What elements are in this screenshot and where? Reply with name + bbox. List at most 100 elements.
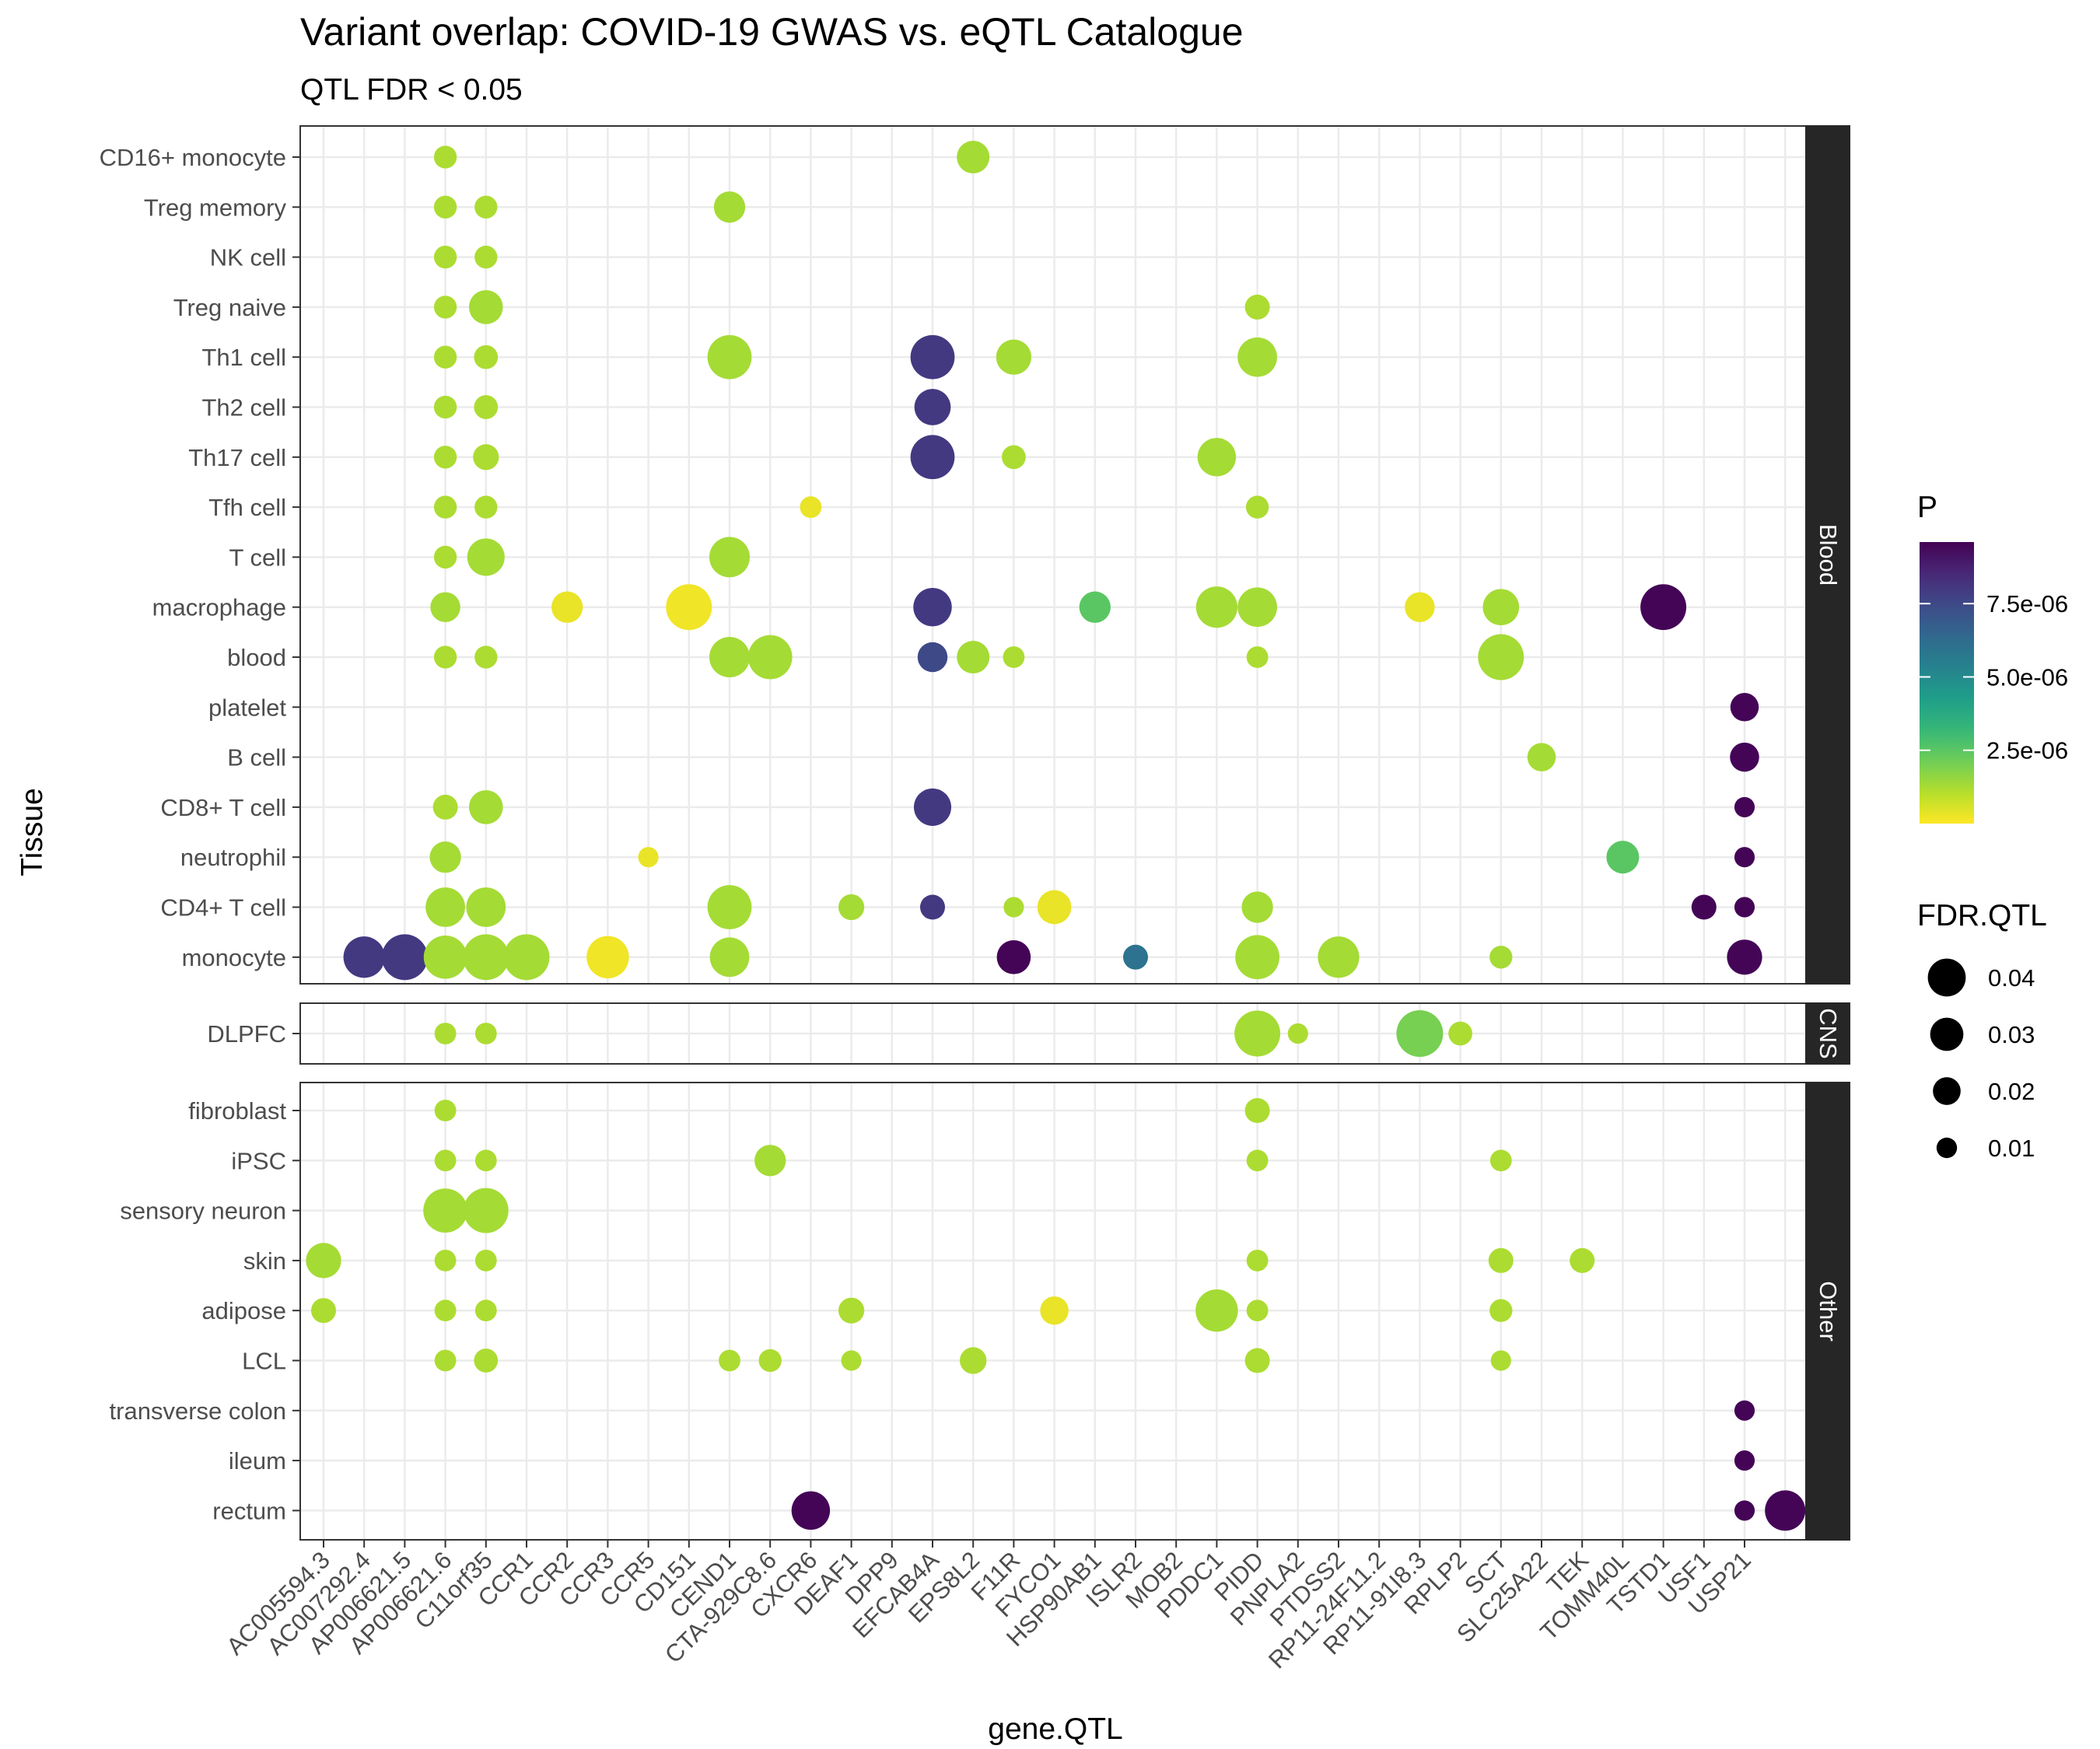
- point-lcl-c11orf35: [474, 1348, 499, 1373]
- point-ipsc-pidd: [1246, 1149, 1269, 1172]
- point-blood-cta-929c8-6: [747, 635, 793, 680]
- point-t-cell-ap006621-6: [433, 545, 457, 569]
- y-tick-label: B cell: [227, 744, 286, 771]
- point-transverse-colon-usp21: [1734, 1400, 1755, 1421]
- point-monocyte-usp21: [1727, 939, 1762, 975]
- point-lcl-pidd: [1244, 1348, 1270, 1373]
- y-tick-label: CD8+ T cell: [160, 794, 286, 821]
- color-legend: P 2.5e-06 5.0e-06 7.5e-06: [1917, 491, 2068, 824]
- point-cd4-t-cell-f11r: [1003, 897, 1024, 918]
- panel-strip: [1805, 1002, 1850, 1065]
- point-dlpfc-pnpla2: [1287, 1023, 1308, 1044]
- point-lcl-deaf1: [841, 1350, 862, 1371]
- point-th17-cell-pddc1: [1197, 438, 1237, 477]
- y-tick-label: rectum: [212, 1497, 286, 1524]
- point-rectum-37: [1765, 1490, 1806, 1531]
- y-tick-label: T cell: [229, 544, 286, 571]
- point-cd16-monocyte-ap006621-6: [433, 145, 457, 169]
- size-legend-label: 0.02: [1988, 1078, 2035, 1105]
- panels: CD16+ monocyte Treg memory NK cell Treg nai…: [100, 125, 1850, 1541]
- point-treg-naive-ap006621-6: [433, 296, 457, 319]
- y-tick-label: Th1 cell: [201, 344, 286, 371]
- color-legend-bar: [1920, 542, 1974, 824]
- point-neutrophil-ccr5: [638, 847, 659, 868]
- y-tick-label: platelet: [208, 694, 286, 721]
- point-blood-efcab4a: [917, 642, 948, 673]
- size-legend-label: 0.03: [1988, 1021, 2035, 1048]
- point-treg-memory-cend1: [713, 191, 746, 223]
- point-macrophage-ccr2: [551, 591, 583, 623]
- point-lcl-cend1: [719, 1349, 740, 1372]
- point-cd16-monocyte-eps8l2: [957, 140, 990, 174]
- point-monocyte-ptdss2: [1318, 936, 1360, 978]
- points: [306, 140, 1806, 1531]
- point-fibroblast-pidd: [1244, 1097, 1270, 1124]
- point-adipose-c11orf35: [474, 1300, 497, 1322]
- chart-subtitle: QTL FDR < 0.05: [300, 73, 523, 107]
- y-tick-label: adipose: [201, 1297, 286, 1324]
- point-rectum-cxcr6: [791, 1491, 831, 1530]
- y-tick-label: CD4+ T cell: [160, 894, 286, 922]
- panel-strip: [1805, 125, 1850, 985]
- point-nk-cell-ap006621-6: [433, 245, 457, 269]
- panel-strip-label: Other: [1815, 1281, 1842, 1341]
- color-legend-label: 2.5e-06: [1986, 737, 2068, 764]
- panel-cns: DLPFC CNS: [207, 1002, 1850, 1065]
- point-th1-cell-f11r: [996, 339, 1031, 375]
- y-tick-label: Th2 cell: [201, 394, 286, 422]
- panel-strip-label: Blood: [1815, 524, 1842, 586]
- point-th2-cell-c11orf35: [474, 395, 499, 419]
- point-platelet-usp21: [1730, 693, 1759, 722]
- point-b-cell-slc25a22: [1527, 743, 1556, 771]
- point-treg-memory-ap006621-6: [433, 195, 457, 219]
- point-ipsc-cta-929c8-6: [754, 1145, 786, 1177]
- point-sensory-neuron-ap006621-6: [423, 1188, 467, 1233]
- point-cd4-t-cell-fyco1: [1037, 890, 1072, 925]
- y-tick-label: CD16+ monocyte: [100, 144, 286, 171]
- point-dlpfc-ap006621-6: [434, 1023, 457, 1044]
- point-neutrophil-ap006621-6: [429, 841, 461, 873]
- point-macrophage-rp11-91i8-3: [1405, 592, 1435, 622]
- point-skin-tek: [1570, 1247, 1595, 1273]
- y-tick-label: LCL: [242, 1348, 286, 1375]
- y-tick-label: monocyte: [182, 944, 286, 971]
- size-legend-label: 0.01: [1988, 1135, 2035, 1162]
- x-axis-title: gene.QTL: [988, 1712, 1122, 1746]
- point-th2-cell-efcab4a: [914, 389, 951, 425]
- point-blood-cend1: [709, 636, 751, 678]
- color-legend-label: 5.0e-06: [1986, 663, 2068, 691]
- point-th2-cell-ap006621-6: [433, 395, 457, 419]
- point-cd8-t-cell-c11orf35: [468, 790, 503, 824]
- point-t-cell-c11orf35: [467, 538, 505, 576]
- point-macrophage-efcab4a: [913, 587, 952, 627]
- point-blood-c11orf35: [474, 645, 498, 669]
- panel-blood: CD16+ monocyte Treg memory NK cell Treg nai…: [100, 125, 1850, 985]
- point-blood-eps8l2: [957, 640, 990, 674]
- y-tick-label: macrophage: [152, 594, 286, 621]
- point-dlpfc-pidd: [1234, 1010, 1281, 1057]
- point-th17-cell-c11orf35: [473, 444, 499, 470]
- point-adipose-ap006621-6: [434, 1300, 457, 1322]
- point-neutrophil-tomm40l: [1606, 841, 1640, 874]
- color-legend-label: 7.5e-06: [1986, 590, 2068, 617]
- point-treg-memory-c11orf35: [474, 195, 498, 219]
- point-treg-naive-pidd: [1244, 294, 1270, 320]
- y-tick-label: DLPFC: [207, 1020, 286, 1048]
- point-lcl-cta-929c8-6: [758, 1348, 782, 1373]
- size-legend-title: FDR.QTL: [1917, 899, 2047, 932]
- y-tick-label: blood: [227, 644, 286, 671]
- point-ipsc-sct: [1489, 1149, 1512, 1172]
- y-tick-label: NK cell: [210, 244, 286, 271]
- point-cd8-t-cell-usp21: [1734, 796, 1755, 817]
- point-fibroblast-ap006621-6: [434, 1100, 457, 1121]
- size-legend-label: 0.04: [1988, 964, 2035, 992]
- point-cd4-t-cell-ap006621-6: [425, 887, 465, 927]
- point-cd4-t-cell-usf1: [1691, 894, 1717, 920]
- y-tick-label: Tfh cell: [208, 494, 286, 521]
- panel-strip: [1805, 1082, 1850, 1541]
- point-cd4-t-cell-deaf1: [838, 894, 865, 921]
- color-legend-title: P: [1917, 491, 1937, 524]
- point-macrophage-sct: [1482, 589, 1520, 626]
- point-rectum-usp21: [1734, 1500, 1755, 1521]
- panel-strip-label: CNS: [1815, 1008, 1842, 1058]
